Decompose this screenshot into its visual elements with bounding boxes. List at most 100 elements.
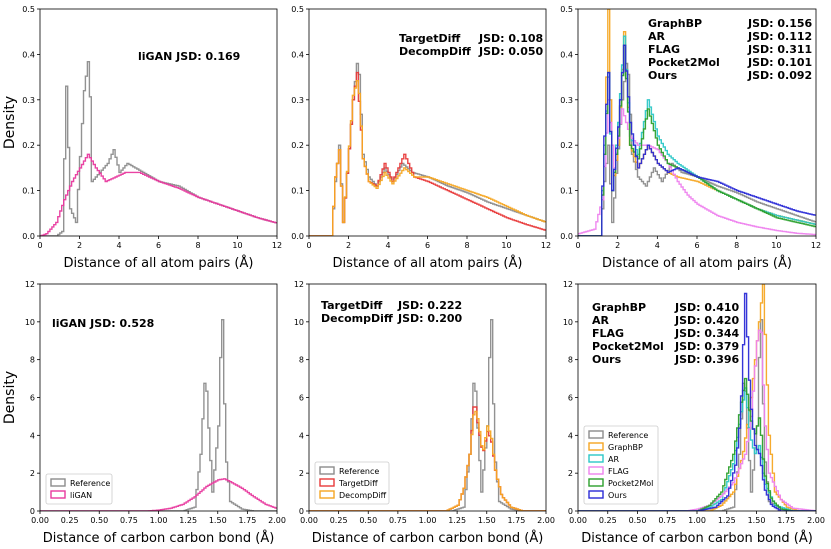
x-tick-label: 0.25: [61, 516, 79, 525]
legend-label: GraphBP: [608, 443, 643, 452]
y-tick-label: 10: [563, 318, 573, 327]
annotation-method: Ours: [592, 353, 622, 366]
x-tick-label: 1.75: [238, 516, 256, 525]
x-tick-label: 0.50: [629, 516, 647, 525]
series-decompdiff: [309, 80, 546, 236]
plot-area: [309, 319, 546, 511]
y-tick-label: 0.4: [291, 50, 304, 59]
y-tick-label: 0.2: [291, 141, 304, 150]
y-tick-label: 0.5: [560, 5, 573, 14]
y-tick-label: 4: [568, 431, 573, 440]
legend-swatch-pocket2mol: [588, 478, 604, 487]
annotation-method: liGAN JSD: 0.528: [52, 317, 154, 330]
jsd-annotation: liGAN JSD: 0.169: [138, 50, 240, 63]
y-axis-label: Density: [2, 96, 18, 149]
x-tick-label: 4: [116, 241, 121, 250]
legend: Reference liGAN: [45, 473, 113, 505]
annotation-method: FLAG: [648, 43, 680, 56]
x-tick-label: 2.00: [807, 516, 825, 525]
x-tick-label: 1.25: [179, 516, 197, 525]
series-ligan: [40, 153, 277, 236]
x-tick-label: 12: [811, 241, 821, 250]
annotation-jsd: JSD: 0.311: [747, 43, 812, 56]
x-tick-label: 1.25: [718, 516, 736, 525]
x-tick-label: 1.50: [209, 516, 227, 525]
annotation-jsd: JSD: 0.156: [747, 17, 813, 30]
y-tick-label: 8: [568, 356, 573, 365]
y-tick-label: 0.4: [22, 50, 35, 59]
jsd-annotation: liGAN JSD: 0.528: [52, 317, 154, 330]
jsd-annotation: TargetDiff JSD: 0.108 DecompDiff JSD: 0.050: [399, 32, 544, 58]
y-tick-label: 0: [299, 507, 304, 516]
x-tick-label: 8: [195, 241, 200, 250]
x-tick-label: 10: [771, 241, 781, 250]
x-tick-label: 1.75: [777, 516, 795, 525]
annotation-jsd: JSD: 0.410: [674, 301, 740, 314]
x-tick-label: 0.00: [569, 516, 587, 525]
y-tick-label: 8: [299, 356, 304, 365]
subplot-2: 0 2 4 6 8 10 12 0.0 0.1 0.2 0.3 0.4 0.5 Distance of a…: [291, 5, 551, 271]
annotation-jsd: JSD: 0.396: [674, 353, 740, 366]
plot-area: [40, 61, 277, 236]
annotation-method: liGAN JSD: 0.169: [138, 50, 240, 63]
x-tick-label: 2: [77, 241, 82, 250]
annotation-method: TargetDiff: [399, 32, 460, 45]
annotation-jsd: JSD: 0.420: [674, 314, 740, 327]
annotation-method: TargetDiff: [321, 299, 382, 312]
x-axis-label: Distance of carbon carbon bond (Å): [581, 530, 813, 546]
x-tick-label: 0.75: [120, 516, 138, 525]
subplot-5: 0.00 0.25 0.50 0.75 1.00 1.25 1.50 1.75 2.00 0 2 4 6…: [294, 280, 555, 546]
x-tick-label: 1.00: [150, 516, 168, 525]
annotation-jsd: JSD: 0.092: [747, 69, 812, 82]
subplot-3: 0 2 4 6 8 10 12 0.0 0.1 0.2 0.3 0.4 0.5 Distance of a…: [560, 5, 821, 271]
plot-area: [40, 319, 277, 511]
legend-swatch-graphbp: [588, 442, 604, 451]
y-tick-label: 0.4: [560, 50, 573, 59]
y-tick-label: 2: [30, 469, 35, 478]
legend-label: Reference: [70, 479, 110, 488]
legend-swatch-ours: [588, 490, 604, 499]
jsd-annotation: TargetDiff JSD: 0.222 DecompDiff JSD: 0.200: [321, 299, 463, 325]
x-tick-label: 6: [694, 241, 699, 250]
legend-swatch-flag: [588, 466, 604, 475]
y-tick-label: 10: [294, 318, 304, 327]
legend-swatch-decompdiff: [319, 490, 335, 499]
legend: Reference TargetDiff DecompDiff: [314, 461, 390, 505]
annotation-jsd: JSD: 0.108: [478, 32, 543, 45]
series-reference: [40, 61, 277, 236]
x-tick-label: 8: [464, 241, 469, 250]
x-tick-label: 12: [541, 241, 551, 250]
annotation-jsd: JSD: 0.101: [747, 56, 812, 69]
y-tick-label: 0.0: [291, 232, 304, 241]
annotation-method: DecompDiff: [321, 312, 393, 325]
x-axis-label: Distance of carbon carbon bond (Å): [43, 530, 275, 546]
annotation-jsd: JSD: 0.200: [397, 312, 463, 325]
y-tick-label: 0.1: [22, 187, 35, 196]
legend-label: DecompDiff: [339, 491, 387, 500]
x-tick-label: 1.25: [448, 516, 466, 525]
series-reference: [40, 319, 277, 511]
x-tick-label: 0.25: [599, 516, 617, 525]
series-flag: [578, 329, 816, 511]
annotation-jsd: JSD: 0.379: [674, 340, 739, 353]
series-ar: [578, 387, 816, 511]
legend-swatch-reference: [319, 466, 335, 475]
y-tick-label: 12: [294, 280, 304, 289]
series-ours: [578, 44, 816, 236]
jsd-annotation: GraphBP JSD: 0.156 AR JSD: 0.112 FLAG JSD: 0.…: [648, 17, 813, 82]
series-ligan: [40, 478, 277, 511]
x-tick-label: 2.00: [537, 516, 555, 525]
x-tick-label: 2.00: [268, 516, 286, 525]
x-tick-label: 0.75: [658, 516, 676, 525]
x-tick-label: 0.00: [300, 516, 318, 525]
annotation-method: GraphBP: [648, 17, 702, 30]
y-tick-label: 0.5: [291, 5, 304, 14]
annotation-method: AR: [592, 314, 610, 327]
x-tick-label: 2: [346, 241, 351, 250]
legend-swatch-reference: [588, 430, 604, 439]
y-tick-label: 6: [30, 394, 35, 403]
annotation-method: Ours: [648, 69, 678, 82]
x-tick-label: 4: [385, 241, 390, 250]
legend-label: TargetDiff: [338, 479, 378, 488]
